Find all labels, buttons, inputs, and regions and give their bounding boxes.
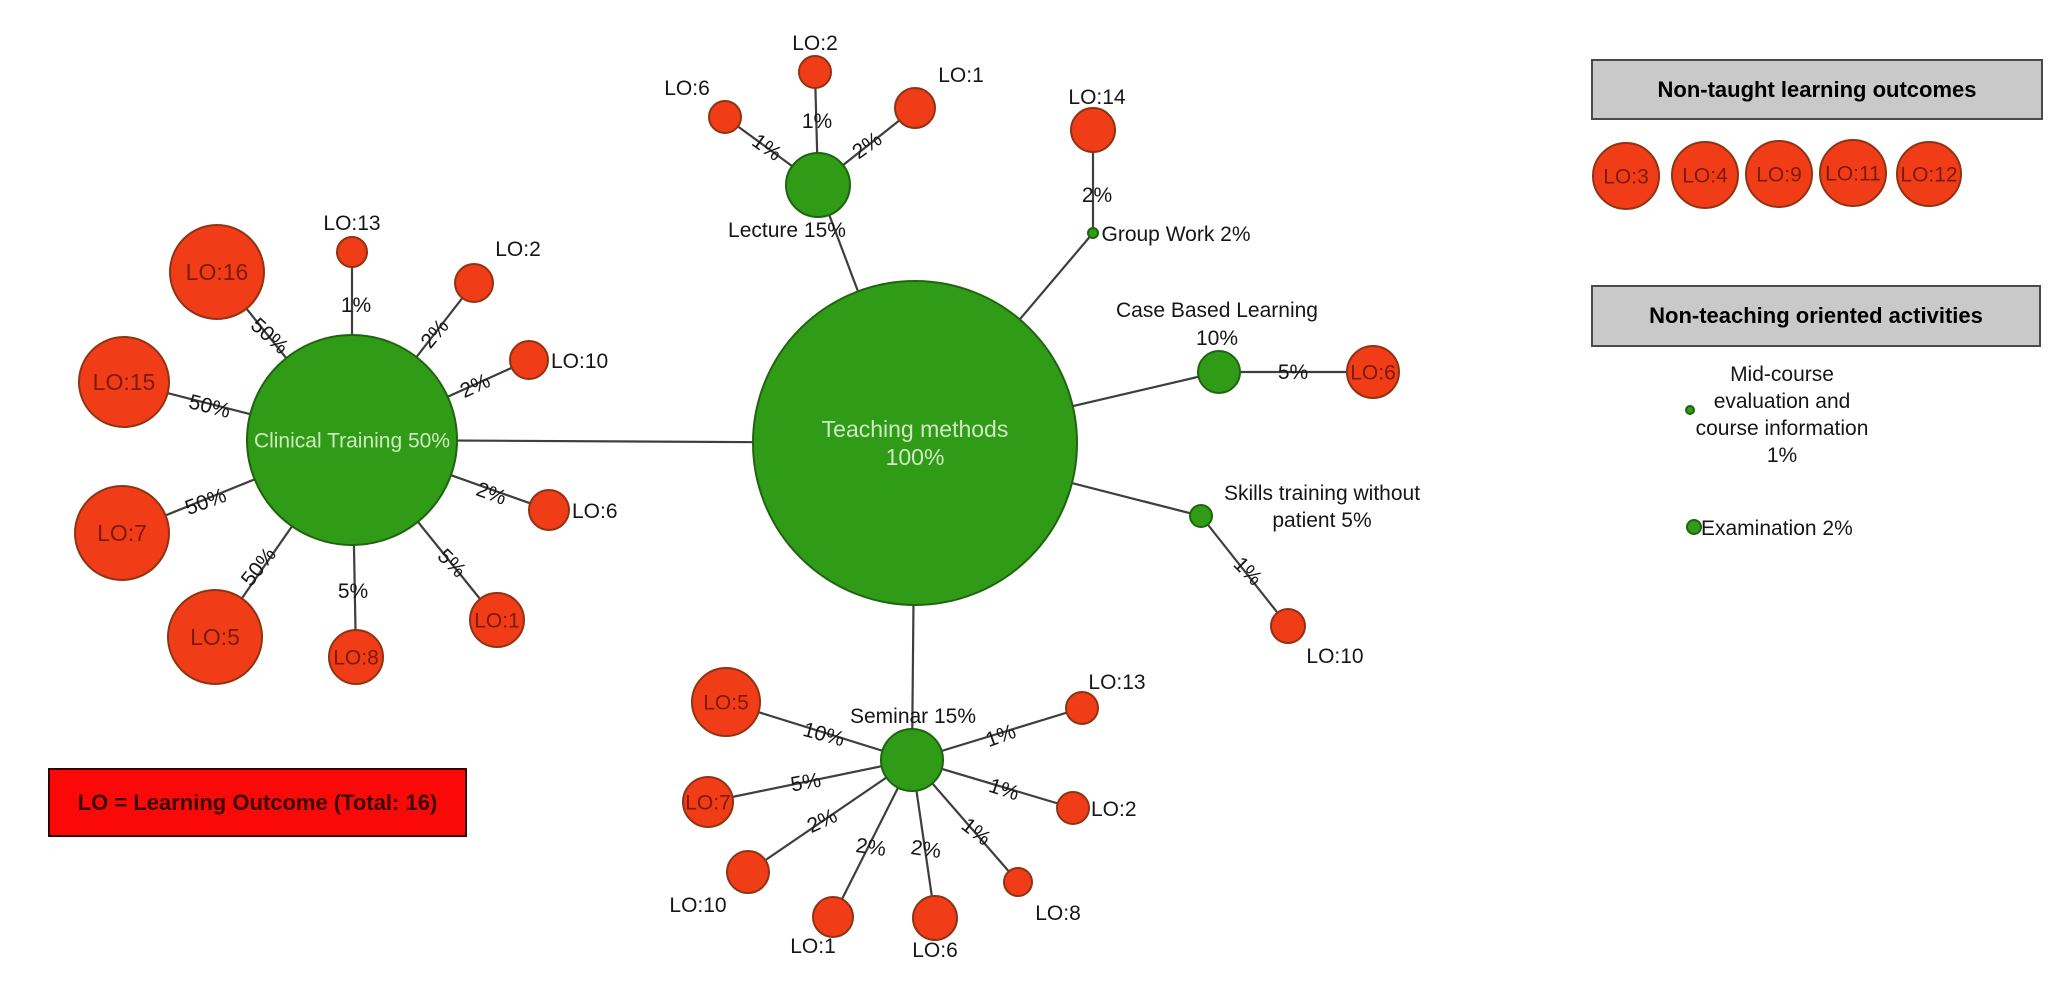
label-exam-dot: Examination 2% [1701,517,1853,540]
node-groupwork [1087,227,1099,239]
node-skills [1189,504,1213,528]
label-se-lo6: LO:6 [912,939,958,962]
label-cbl-lo6: LO:6 [1350,361,1396,384]
label-c-lo5: LO:5 [190,624,240,650]
label-se-lo7: LO:7 [685,791,731,814]
node-c-lo13 [336,236,368,268]
label-groupwork: Group Work 2% [1102,223,1251,246]
label-se-lo5: LO:5 [703,691,749,714]
label-nt-lo4: LO:4 [1682,164,1728,187]
label-sk-lo10: LO:10 [1306,645,1363,668]
node-c-lo10 [509,340,549,380]
label-se-lo10: LO:10 [669,894,726,917]
non-teaching-header-label: Non-teaching oriented activities [1649,303,1983,328]
edge-label-lecture--le-lo2: 1% [802,110,832,133]
node-le-lo2 [798,55,832,89]
edge-skills--sk-lo10 [1200,515,1289,627]
node-cbl-lo6 [1346,345,1400,399]
node-c-lo1 [469,592,525,648]
node-nt-lo4 [1671,141,1739,209]
label-lecture: Lecture 15% [728,219,846,242]
label-nt-lo3: LO:3 [1603,165,1649,188]
label-c-lo8: LO:8 [333,646,379,669]
label-se-lo13: LO:13 [1088,671,1145,694]
label-c-lo15: LO:15 [93,369,156,395]
node-c-lo15 [78,336,170,428]
node-sk-lo10 [1270,608,1306,644]
node-se-lo6 [912,895,958,941]
node-nt-lo3 [1592,142,1660,210]
label-nt-lo9: LO:9 [1756,163,1802,186]
label-c-lo1: LO:1 [474,609,520,632]
edge-seminar--se-lo10 [747,759,913,873]
label-c-lo10: LO:10 [551,350,608,373]
node-nt-lo11 [1819,139,1887,207]
node-teaching [752,280,1078,606]
label-se-lo1: LO:1 [790,935,836,958]
node-se-lo8 [1003,867,1033,897]
label-teaching: Teaching methods 100% [822,416,1009,470]
label-le-lo1: LO:1 [938,64,984,87]
label-c-lo7: LO:7 [97,520,147,546]
edge-label-groupwork--gw-lo14: 2% [1082,184,1112,207]
label-nt-lo11: LO:11 [1825,162,1881,185]
node-c-lo7 [74,485,170,581]
node-se-lo2 [1056,791,1090,825]
node-nt-lo9 [1745,140,1813,208]
label-c-lo2: LO:2 [495,238,541,261]
node-seminar [880,728,944,792]
label-gw-lo14: LO:14 [1068,86,1126,109]
edge-label-cbl--cbl-lo6: 5% [1278,361,1308,384]
label-cbl: Case Based Learning 10% [1116,299,1318,350]
node-c-lo6 [528,489,570,531]
node-exam-dot [1686,519,1702,535]
edge-label-seminar--se-lo7: 5% [789,769,823,797]
node-se-lo10 [726,850,770,894]
label-c-lo6: LO:6 [572,500,618,523]
node-c-lo8 [328,629,384,685]
node-c-lo16 [169,224,265,320]
non-taught-header-label: Non-taught learning outcomes [1657,76,1977,102]
node-se-lo5 [691,667,761,737]
label-se-lo8: LO:8 [1035,902,1081,925]
node-c-lo2 [454,263,494,303]
non-taught-learning-outcomes-header: Non-taught learning outcomes [1591,59,2043,120]
label-nt-lo12: LO:12 [1900,163,1957,186]
edge-seminar--se-lo7 [707,758,913,804]
label-le-lo2: LO:2 [792,32,838,55]
edge-label-clinical--c-lo13: 1% [341,294,371,317]
label-clinical: Clinical Training 50% [254,429,450,452]
label-se-lo2: LO:2 [1091,798,1137,821]
node-se-lo13 [1065,691,1099,725]
node-lecture [785,152,851,218]
label-midcourse-dot: Mid-course evaluation and course informati… [1696,363,1869,467]
label-le-lo6: LO:6 [664,77,710,100]
label-c-lo16: LO:16 [186,259,249,285]
edge-label-seminar--se-lo1: 2% [854,834,887,861]
node-clinical [246,334,458,546]
non-teaching-oriented-activities-header: Non-teaching oriented activities [1591,285,2041,347]
node-gw-lo14 [1070,107,1116,153]
node-c-lo5 [167,589,263,685]
node-le-lo1 [894,87,936,129]
lo-legend-box: LO = Learning Outcome (Total: 16) [48,768,467,837]
node-nt-lo12 [1896,141,1962,207]
node-le-lo6 [708,100,742,134]
edge-label-clinical--c-lo8: 5% [338,580,368,603]
label-c-lo13: LO:13 [323,212,380,235]
label-skills: Skills training without patient 5% [1224,482,1420,532]
node-midcourse-dot [1685,405,1695,415]
edge-label-seminar--se-lo6: 2% [909,836,942,863]
lo-legend-label: LO = Learning Outcome (Total: 16) [77,789,438,815]
node-se-lo7 [682,776,734,828]
node-se-lo1 [812,896,854,938]
label-seminar: Seminar 15% [850,705,976,728]
node-cbl [1197,350,1241,394]
